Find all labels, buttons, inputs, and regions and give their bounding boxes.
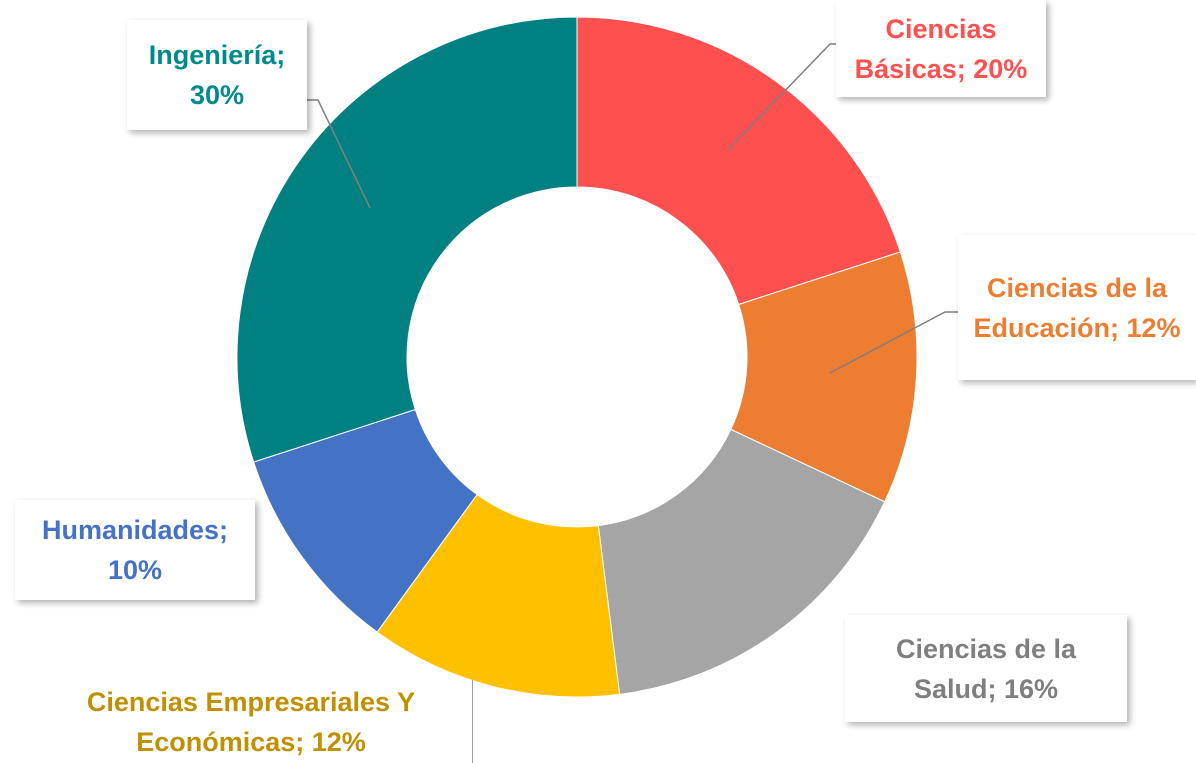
label-text: Ingeniería; 30% bbox=[137, 35, 297, 115]
value-label: 20% bbox=[973, 53, 1028, 84]
slice bbox=[236, 16, 578, 463]
separator: ; bbox=[1109, 312, 1127, 343]
separator: ; bbox=[219, 515, 229, 545]
data-label: Humanidades; 10% bbox=[15, 500, 255, 600]
separator: ; bbox=[295, 726, 312, 757]
category-name: Ciencias de la Salud bbox=[895, 633, 1077, 704]
data-label: Ciencias Empresariales Y Económicas; 12% bbox=[30, 680, 472, 763]
separator: ; bbox=[987, 673, 1004, 704]
data-label: Ciencias de la Salud; 16% bbox=[845, 615, 1127, 722]
separator: ; bbox=[956, 53, 974, 84]
label-text: Ciencias de la Educación; 12% bbox=[968, 268, 1186, 348]
data-label: Ingeniería; 30% bbox=[127, 20, 307, 130]
value-label: 16% bbox=[1003, 673, 1059, 704]
leader-line bbox=[829, 311, 958, 374]
category-name: Ciencias Básicas bbox=[854, 13, 997, 84]
separator: ; bbox=[276, 40, 286, 70]
value-label: 10% bbox=[107, 555, 163, 585]
leader-lines bbox=[307, 43, 958, 763]
data-label: Ciencias de la Educación; 12% bbox=[958, 235, 1196, 380]
slice bbox=[576, 16, 901, 306]
slice bbox=[730, 251, 918, 503]
label-text: Humanidades; 10% bbox=[25, 510, 245, 590]
slice bbox=[376, 493, 621, 698]
value-label: 30% bbox=[189, 80, 245, 110]
value-label: 12% bbox=[311, 726, 366, 757]
value-label: 12% bbox=[1126, 312, 1181, 343]
label-text: Ciencias Básicas; 20% bbox=[846, 9, 1036, 89]
category-name: Humanidades bbox=[41, 515, 220, 545]
label-text: Ciencias de la Salud; 16% bbox=[855, 629, 1117, 709]
label-text: Ciencias Empresariales Y Económicas; 12% bbox=[40, 682, 462, 762]
leader-line bbox=[307, 99, 371, 209]
leader-line bbox=[727, 43, 836, 151]
category-name: Ciencias de la Educación bbox=[973, 272, 1168, 343]
category-name: Ciencias Empresariales Y Económicas bbox=[86, 686, 416, 757]
category-name: Ingeniería bbox=[148, 40, 277, 70]
data-label: Ciencias Básicas; 20% bbox=[836, 0, 1046, 97]
slices bbox=[236, 16, 918, 698]
slice bbox=[597, 428, 886, 695]
